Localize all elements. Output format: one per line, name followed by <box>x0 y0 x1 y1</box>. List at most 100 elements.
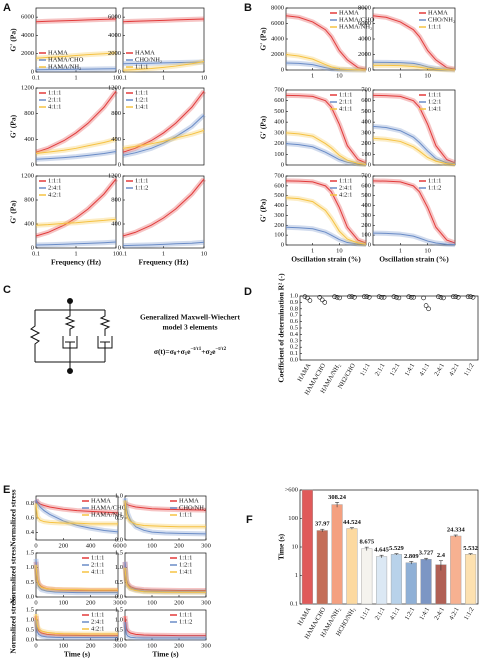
plot-frame <box>372 175 456 246</box>
diagram-title: Generalized Maxwell-Wiechert <box>140 313 241 322</box>
bar <box>316 530 328 605</box>
y-tick-label: 0 <box>31 244 34 251</box>
eq-part: +σ <box>201 347 210 356</box>
y-tick-label: 1.0 <box>26 564 34 571</box>
bar <box>450 535 462 605</box>
y-tick-label: 0 <box>281 161 284 168</box>
y-tick-label: 1.0 <box>115 616 123 623</box>
y-axis-label: G′ (Pa) <box>259 115 268 139</box>
y-tick-label: 0.8 <box>26 500 34 507</box>
y-tick-label: 1.0 <box>115 492 123 499</box>
x-tick-label: 0.1 <box>119 250 127 257</box>
y-tick-label: 1200 <box>21 84 34 91</box>
legend-label: 4:2:1 <box>48 191 61 198</box>
y-axis-label: Normalized stress <box>9 489 18 546</box>
line <box>372 137 456 165</box>
point <box>347 294 352 299</box>
x-tick-label: 0 <box>123 642 126 649</box>
y-tick-label: 100 <box>361 151 371 158</box>
y-tick-label: 500 <box>274 192 284 199</box>
x-tick-label: 1:2:1 <box>389 362 402 377</box>
bar <box>405 562 417 605</box>
line <box>35 218 117 226</box>
plot-frame <box>35 609 119 641</box>
line <box>35 499 119 533</box>
x-axis-label: Oscillation strain (%) <box>379 255 449 264</box>
y-tick-label: 1 <box>295 572 298 579</box>
legend-label: 1:4:1 <box>428 105 441 112</box>
point <box>334 294 340 300</box>
y-tick-label: 0 <box>118 68 121 75</box>
legend-label: 1:4:1 <box>135 103 148 110</box>
bar <box>465 554 477 605</box>
line <box>35 138 117 154</box>
y-tick-label: 0.4 <box>290 331 299 338</box>
y-tick-label: 0 <box>281 241 284 248</box>
value-label: 5.529 <box>389 545 404 552</box>
y-tick-label: 100 <box>361 232 371 239</box>
point <box>337 295 342 301</box>
bar <box>435 564 447 605</box>
line <box>35 241 117 246</box>
value-label: 2.809 <box>404 553 419 560</box>
point <box>381 294 387 300</box>
legend-label: 1:1:1 <box>135 63 148 70</box>
legend-label: 4:1:1 <box>48 103 61 110</box>
point <box>322 300 328 305</box>
value-label: 24.334 <box>447 526 466 533</box>
legend-label: CHO/NH₂ <box>135 56 162 63</box>
y-tick-label: 0 <box>368 241 371 248</box>
legend-label: 1:1:1 <box>428 23 441 30</box>
x-tick-label: 1 <box>399 72 402 79</box>
legend-label: 1:1:2 <box>135 184 148 191</box>
legend-label: 1:4:1 <box>179 568 192 575</box>
y-tick-label: 0 <box>368 66 371 73</box>
x-tick-label: 100 <box>147 642 157 649</box>
y-tick-label: 0.4 <box>26 529 35 536</box>
y-tick-label: 4000 <box>271 35 284 42</box>
x-tick-label: 300 <box>201 542 211 549</box>
x-tick-label: 1 <box>311 72 314 79</box>
y-tick-label: 0.1 <box>290 350 298 357</box>
equation: σ(t)=σ0+σ1e−t/τ1+σ2e−t/τ2 <box>154 347 227 357</box>
x-tick-label: 300 <box>113 642 123 649</box>
x-axis-label: Time (s) <box>152 650 179 659</box>
legend-label: 1:1:1 <box>91 554 104 561</box>
y-tick-label: 600 <box>274 182 284 189</box>
x-tick-label: 1:2:1 <box>404 606 417 621</box>
legend-label: 1:1:1 <box>135 177 148 184</box>
x-tick-label: 100 <box>58 599 68 606</box>
eq-part: e <box>187 347 191 356</box>
y-tick-label: 0 <box>118 161 121 168</box>
x-tick-label: 400 <box>86 542 96 549</box>
y-tick-label: 0.0 <box>115 536 123 543</box>
line <box>372 232 456 246</box>
point <box>438 294 444 300</box>
y-tick-label: 0 <box>31 68 34 75</box>
x-axis-label: Oscillation strain (%) <box>291 255 361 264</box>
eq-sup: −t/τ1 <box>191 347 202 352</box>
y-tick-label: 0.0 <box>26 636 34 643</box>
y-tick-label: 1.5 <box>26 549 34 556</box>
value-label: 5.532 <box>463 545 478 552</box>
x-tick-label: 10 <box>201 250 208 257</box>
point <box>426 306 431 312</box>
bar <box>361 548 373 605</box>
x-tick-label: 1:1:2 <box>463 606 476 621</box>
y-tick-label: 0.5 <box>26 579 34 586</box>
x-tick-label: 4:1:1 <box>418 362 431 377</box>
y-tick-label: 400 <box>361 119 371 126</box>
eq-sub: 2 <box>210 352 213 357</box>
line <box>35 613 118 635</box>
point <box>379 294 384 300</box>
spring <box>64 310 76 336</box>
y-tick-label: 2000 <box>21 50 34 57</box>
y-tick-label: 300 <box>274 129 284 136</box>
eq-sub: 0 <box>174 352 177 357</box>
x-tick-label: 0 <box>123 542 126 549</box>
x-tick-label: 10 <box>336 72 343 79</box>
panel-label: A <box>3 2 11 14</box>
line <box>35 564 118 591</box>
point <box>302 294 308 299</box>
bar <box>301 489 313 605</box>
